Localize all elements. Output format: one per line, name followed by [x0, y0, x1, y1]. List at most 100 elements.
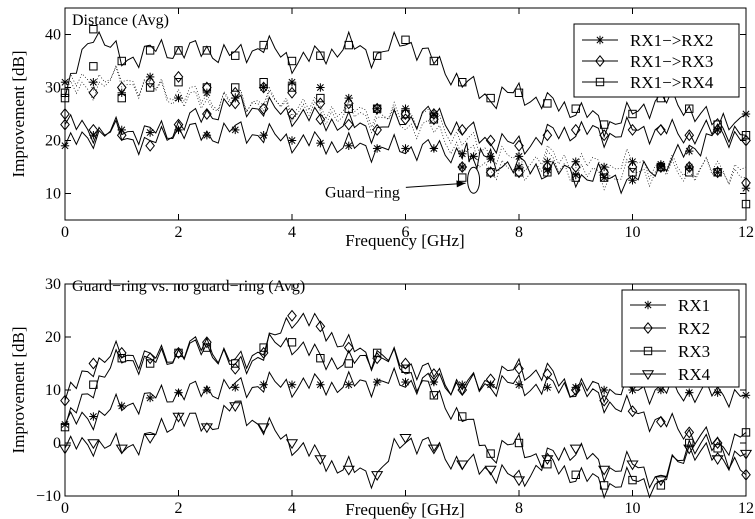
series-marker	[316, 51, 325, 60]
series-marker	[628, 176, 637, 185]
series-marker	[344, 141, 353, 150]
series-marker	[316, 138, 325, 148]
annotation-arrowhead	[456, 180, 466, 188]
y-axis-label: Improvement [dB]	[9, 327, 28, 454]
series-marker	[116, 346, 127, 359]
series-marker	[628, 109, 637, 119]
series-marker	[257, 423, 270, 434]
annotation-ellipse	[467, 166, 481, 194]
series-marker	[88, 123, 99, 136]
legend-marker	[643, 300, 653, 310]
series-marker	[401, 35, 410, 44]
series-marker	[654, 476, 667, 487]
series-marker	[174, 46, 183, 55]
spread-marker	[429, 113, 439, 126]
series-marker	[117, 354, 126, 363]
series-marker	[202, 131, 212, 140]
series-marker	[287, 108, 297, 120]
spread-marker	[627, 161, 638, 173]
series-marker	[599, 173, 609, 182]
series-marker	[60, 394, 70, 407]
spread-marker	[372, 104, 382, 113]
series-marker	[285, 439, 299, 450]
series-marker	[571, 170, 580, 180]
series-marker	[315, 113, 326, 126]
spread-marker	[174, 93, 183, 103]
series-marker	[427, 444, 440, 455]
spread-marker	[713, 168, 722, 177]
series-marker	[231, 125, 240, 135]
series-marker	[486, 154, 495, 164]
y-tick-label: 30	[45, 276, 61, 293]
series-marker	[145, 46, 155, 55]
spread-marker	[116, 81, 127, 94]
spread-marker	[316, 93, 325, 103]
x-tick-label: 8	[515, 224, 523, 241]
series-marker	[685, 104, 694, 113]
series-marker	[542, 129, 553, 142]
series-marker	[89, 380, 98, 389]
series-marker	[626, 460, 639, 471]
spread-marker	[401, 109, 410, 119]
y-tick-label: 40	[45, 27, 61, 44]
series-marker	[316, 354, 325, 363]
series-marker	[259, 343, 268, 352]
series-marker	[229, 402, 242, 413]
series-marker	[87, 439, 100, 450]
series-marker	[401, 364, 410, 374]
spread-marker	[400, 108, 411, 120]
y-tick-label: 0	[53, 435, 61, 452]
spread-marker	[202, 81, 212, 94]
series-marker	[173, 118, 184, 131]
series-marker	[543, 165, 552, 174]
series-marker	[514, 139, 524, 152]
series-marker	[372, 51, 382, 60]
spread-marker	[372, 102, 382, 115]
series-marker	[429, 368, 439, 381]
y-tick-label: 10	[45, 186, 61, 203]
x-tick-label: 12	[738, 224, 754, 241]
spread-marker	[231, 83, 240, 92]
legend-label: RX2	[678, 319, 710, 338]
series-marker	[202, 385, 212, 395]
distance-chart: 0 2 4 6 8 10 12 10 20 30 40 Distance (Avg) Frequen…	[9, 7, 754, 250]
legend-marker	[641, 370, 655, 381]
x-tick-label: 4	[288, 224, 296, 241]
series-marker	[656, 481, 666, 490]
legend-marker	[643, 346, 653, 356]
series-marker	[342, 465, 355, 476]
spread-marker	[685, 168, 694, 177]
legend-marker	[643, 322, 653, 334]
y-tick-label: 10	[45, 382, 61, 399]
series-marker	[89, 25, 98, 34]
series-marker	[200, 423, 213, 434]
series-marker	[712, 437, 723, 449]
legend-label: RX4	[678, 365, 711, 384]
series-group	[60, 25, 751, 195]
series-marker	[173, 346, 184, 359]
spread-marker	[88, 86, 99, 99]
spread-marker	[287, 86, 297, 99]
series-marker	[314, 455, 327, 466]
series-line	[64, 400, 747, 490]
spread-marker	[145, 83, 155, 92]
series-marker	[429, 56, 439, 66]
series-marker	[88, 357, 99, 370]
series-marker	[598, 465, 611, 476]
series-marker	[514, 88, 524, 97]
x-tick-label: 8	[515, 500, 523, 517]
spread-marker	[713, 168, 722, 177]
series-marker	[713, 120, 722, 129]
spread-marker	[316, 83, 325, 92]
spread-marker	[514, 166, 524, 179]
series-marker	[541, 455, 554, 466]
series-marker	[739, 449, 753, 460]
series-marker	[656, 160, 666, 169]
x-tick-label: 12	[738, 500, 754, 517]
spread-marker	[458, 162, 467, 172]
x-tick-label: 6	[402, 224, 410, 241]
series-marker	[458, 149, 467, 158]
series-marker	[202, 108, 212, 120]
